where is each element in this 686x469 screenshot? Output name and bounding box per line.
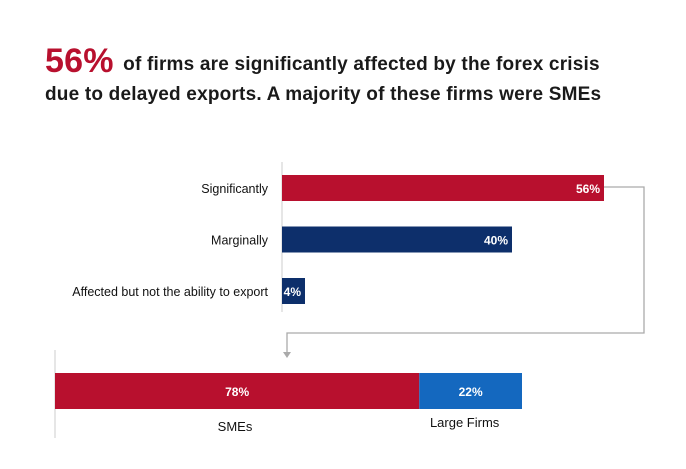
bar-1 (282, 226, 512, 253)
value-label: 4% (284, 285, 302, 299)
category-label: Marginally (211, 234, 269, 248)
segment-value-label: 78% (225, 385, 249, 399)
segment-name-label: Large Firms (430, 415, 500, 430)
title-line2: due to delayed exports. A majority of th… (45, 84, 602, 105)
category-label: Affected but not the ability to export (72, 285, 268, 299)
title-line1: of firms are significantly affected by t… (123, 54, 600, 75)
category-label: Significantly (201, 182, 268, 196)
connector-arrowhead (283, 352, 291, 358)
value-label: 56% (576, 182, 600, 196)
segment-value-label: 22% (459, 385, 483, 399)
chart-title: 56% of firms are significantly affected … (45, 44, 675, 110)
segment-0 (55, 373, 420, 409)
segment-1 (419, 373, 522, 409)
connector-arrow (286, 186, 645, 352)
title-highlight: 56% (45, 42, 114, 80)
segment-name-label: SMEs (218, 419, 253, 434)
bar-0 (282, 175, 604, 201)
firm-size-stacked-bar: 78% SMEs 22% Large Firms (54, 350, 522, 438)
value-label: 40% (484, 234, 508, 248)
bar-2 (282, 278, 305, 304)
impact-bar-chart: Significantly 56% Marginally 40% Affected bu… (72, 162, 604, 312)
